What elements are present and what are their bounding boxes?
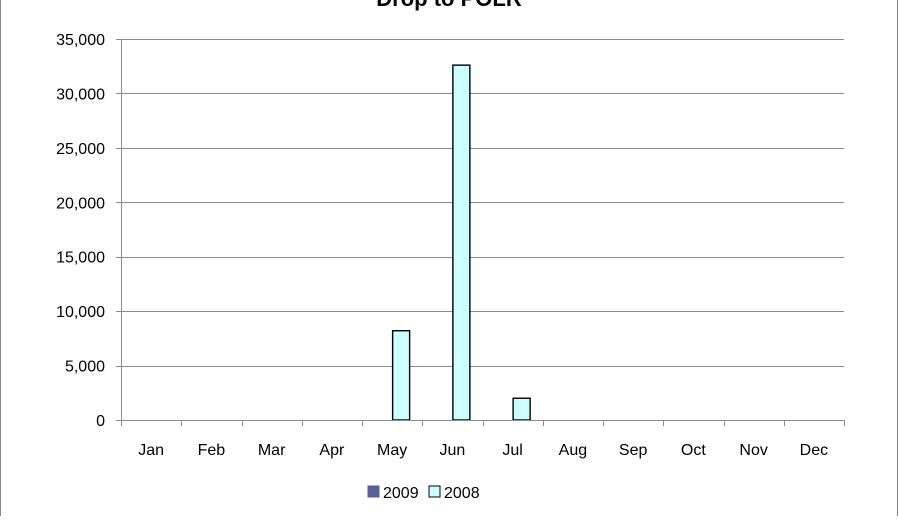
chart-title: Drop to POLR (0, 0, 898, 12)
x-tick-label: Mar (258, 442, 286, 459)
x-tick-label: Nov (739, 442, 767, 459)
x-tick-label: Dec (800, 442, 828, 459)
bar-2008-may (391, 330, 411, 421)
gridlines (121, 39, 844, 367)
y-tick-label: 30,000 (56, 86, 105, 103)
bar-2008-jun (452, 64, 471, 421)
bars (391, 64, 531, 421)
y-tick-label: 20,000 (56, 195, 105, 212)
x-tick-label: Apr (319, 442, 345, 459)
x-tick-label: Feb (198, 442, 226, 459)
x-tick-label: Oct (681, 442, 706, 459)
x-tick-label: Sep (619, 442, 648, 459)
legend-swatch-2009 (367, 485, 380, 498)
y-tick-label: 35,000 (56, 32, 105, 49)
x-tick-label: Jan (138, 442, 164, 459)
y-tick-label: 25,000 (56, 141, 105, 158)
legend: 2009 2008 (367, 485, 480, 502)
legend-swatch-2008 (428, 485, 441, 498)
legend-label-2008: 2008 (444, 485, 480, 502)
x-tick-label: May (377, 442, 407, 459)
y-tick-label: 15,000 (56, 250, 105, 267)
y-tick-label: 5,000 (65, 359, 105, 376)
x-tick-label: Jun (439, 442, 465, 459)
x-tick-label: Jul (502, 442, 522, 459)
x-tick-label: Aug (559, 442, 587, 459)
axes: 0 5,000 10,000 15,000 20,000 25,000 30,000 35,0… (56, 32, 845, 459)
y-tick-label: 0 (96, 413, 105, 430)
y-tick-label: 10,000 (56, 304, 105, 321)
legend-label-2009: 2009 (383, 485, 419, 502)
bar-2008-jul (512, 397, 531, 421)
